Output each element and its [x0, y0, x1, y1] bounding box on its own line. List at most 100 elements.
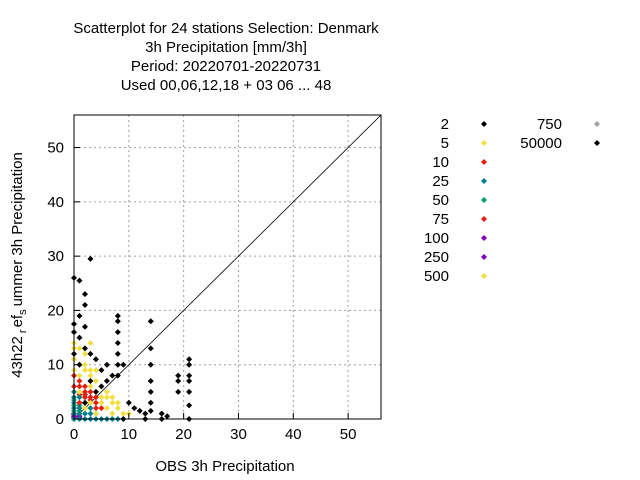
data-point	[87, 340, 94, 346]
data-point	[98, 394, 105, 401]
x-tick-label: 10	[120, 426, 137, 443]
data-point	[114, 361, 121, 368]
data-point	[103, 378, 110, 384]
legend-marker	[481, 273, 487, 279]
legend-entry-label: 750	[537, 116, 562, 133]
data-point	[87, 350, 94, 357]
data-point	[81, 410, 88, 417]
chart-title-line-2: 3h Precipitation [mm/3h]	[145, 39, 307, 56]
data-point	[109, 399, 116, 406]
data-point	[92, 356, 99, 363]
data-point	[92, 367, 99, 374]
data-point	[175, 388, 182, 395]
legend-marker	[481, 140, 487, 146]
legend-marker	[594, 140, 600, 146]
y-tick-label: 10	[47, 357, 64, 374]
data-point	[76, 378, 83, 384]
data-point	[147, 388, 154, 395]
data-point	[186, 361, 193, 368]
data-point	[114, 312, 121, 319]
data-point	[81, 350, 88, 357]
data-point	[136, 407, 143, 414]
data-point	[76, 405, 83, 412]
data-point	[76, 277, 83, 284]
data-point	[120, 410, 127, 417]
legend-marker	[481, 254, 487, 260]
data-point	[175, 372, 182, 379]
data-point	[114, 329, 121, 336]
data-point	[76, 383, 83, 390]
legend-entry-label: 50	[432, 192, 449, 209]
legend-marker	[481, 178, 487, 184]
x-tick-label: 50	[340, 426, 357, 443]
data-point	[76, 394, 83, 401]
legend-entry-label: 500	[424, 268, 449, 285]
data-point	[81, 394, 88, 401]
data-point	[98, 399, 105, 406]
data-point	[186, 356, 193, 363]
data-point	[147, 407, 154, 414]
data-point	[109, 372, 116, 379]
data-point	[103, 388, 110, 395]
data-point	[98, 405, 105, 412]
data-point	[175, 378, 182, 384]
data-point	[114, 399, 121, 406]
legend-entry-label: 50000	[520, 135, 562, 152]
legend-entry-label: 75	[432, 211, 449, 228]
data-point	[76, 345, 83, 352]
data-point	[87, 394, 94, 401]
data-point	[87, 410, 94, 417]
data-point	[147, 345, 154, 352]
data-point	[114, 318, 121, 325]
grid-lines	[74, 115, 381, 419]
data-point	[98, 367, 105, 374]
data-point	[92, 378, 99, 384]
data-point	[87, 383, 94, 390]
data-point	[98, 383, 105, 390]
legend-entry-label: 250	[424, 249, 449, 266]
data-point	[114, 340, 121, 346]
data-points	[71, 255, 193, 422]
legend-marker	[481, 197, 487, 203]
data-point	[76, 410, 83, 417]
y-tick-label: 40	[47, 194, 64, 211]
data-point	[92, 410, 99, 417]
legend-entry-label: 5	[441, 135, 449, 152]
legend-entry-label: 25	[432, 173, 449, 190]
data-point	[76, 334, 83, 341]
data-point	[103, 361, 110, 368]
data-point	[120, 361, 127, 368]
data-point	[147, 318, 154, 325]
data-point	[92, 394, 99, 401]
data-point	[81, 291, 88, 298]
x-tick-label: 40	[285, 426, 302, 443]
data-point	[186, 378, 193, 384]
legend-marker	[481, 121, 487, 127]
legend-marker	[481, 159, 487, 165]
y-tick-label: 0	[56, 411, 64, 428]
x-axis-label: OBS 3h Precipitation	[155, 458, 294, 475]
chart-title-line-3: Period: 20220701-20220731	[131, 58, 321, 75]
x-tick-label: 20	[175, 426, 192, 443]
data-point	[76, 312, 83, 319]
data-point	[87, 372, 94, 379]
data-point	[92, 399, 99, 406]
data-point	[114, 372, 121, 379]
chart-title-line-1: Scatterplot for 24 stations Selection: D…	[73, 20, 379, 37]
data-point	[158, 410, 165, 417]
data-point	[186, 388, 193, 395]
data-point	[81, 399, 88, 406]
legend-entry-label: 10	[432, 154, 449, 171]
data-point	[103, 405, 110, 412]
data-point	[109, 394, 116, 401]
data-point	[87, 378, 94, 384]
data-point	[81, 405, 88, 412]
data-point	[92, 388, 99, 395]
data-point	[87, 255, 94, 262]
data-point	[114, 405, 121, 412]
data-point	[186, 372, 193, 379]
data-point	[164, 413, 171, 420]
data-point	[81, 345, 88, 352]
